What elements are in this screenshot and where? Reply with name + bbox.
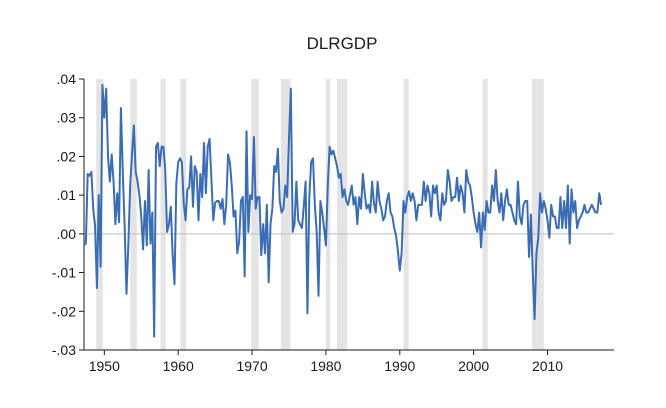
x-tick-label: 1950 (89, 358, 120, 374)
y-tick-label: .01 (57, 187, 77, 203)
x-tick-label: 2010 (532, 358, 563, 374)
x-tick-label: 2000 (458, 358, 489, 374)
x-tick-label: 1970 (236, 358, 267, 374)
recession-band-5 (251, 79, 259, 350)
y-tick-label: .00 (57, 226, 77, 242)
y-tick-label: -.03 (52, 342, 76, 358)
recession-band-4 (180, 79, 187, 350)
recession-band-9 (403, 79, 409, 350)
y-tick-label: -.01 (52, 265, 76, 281)
axes-group (83, 79, 614, 351)
recession-band-11 (532, 79, 544, 350)
y-tick-label: .02 (57, 148, 77, 164)
y-tick-label: -.02 (52, 303, 76, 319)
x-tick-label: 1990 (384, 358, 415, 374)
x-axis-ticks: 1950 1960 1970 1980 1990 2000 2010 (89, 350, 563, 374)
x-tick-label: 1980 (310, 358, 341, 374)
y-axis-ticks: .04 .03 .02 .01 .00 -.01 -.02 -.03 (52, 71, 84, 358)
x-tick-label: 1960 (163, 358, 194, 374)
series-line-dlrgdp (83, 83, 603, 338)
recession-band-2 (130, 79, 137, 350)
y-tick-label: .03 (57, 110, 77, 126)
recession-band-8 (337, 79, 348, 350)
recession-band-3 (160, 79, 166, 350)
chart-title: DLRGDP (307, 34, 378, 53)
recession-band-6 (280, 79, 291, 350)
recession-band-7 (325, 79, 331, 350)
y-tick-label: .04 (57, 71, 77, 87)
